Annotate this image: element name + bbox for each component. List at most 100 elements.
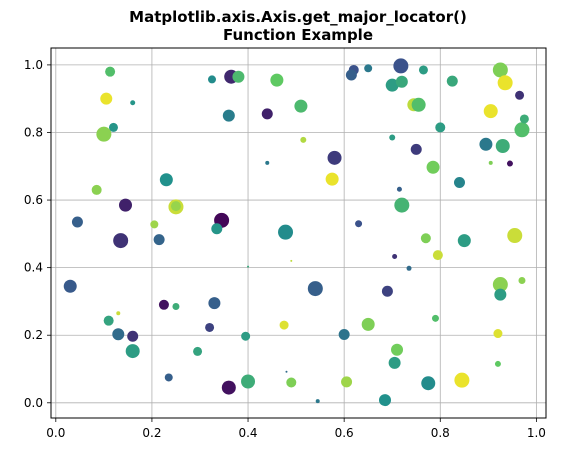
scatter-point [364, 64, 373, 73]
scatter-point [193, 346, 203, 356]
scatter-point [393, 58, 409, 74]
scatter-point [514, 122, 530, 138]
scatter-point [130, 100, 136, 106]
scatter-point [385, 78, 399, 92]
scatter-point [421, 376, 436, 391]
scatter-point [232, 70, 245, 83]
scatter-point [294, 99, 308, 113]
scatter-point [388, 356, 401, 369]
scatter-point [495, 138, 510, 153]
x-tick-label: 0.8 [431, 426, 450, 440]
scatter-point [172, 302, 180, 310]
scatter-point [300, 136, 307, 143]
scatter-point [290, 259, 293, 262]
chart-title-line-2: Function Example [223, 26, 373, 44]
scatter-point [221, 380, 236, 395]
data-points [63, 58, 530, 407]
scatter-point [494, 288, 507, 301]
scatter-point [307, 281, 323, 297]
scatter-point [153, 234, 165, 246]
scatter-point [361, 317, 375, 331]
scatter-point [103, 315, 114, 326]
scatter-point [100, 92, 113, 105]
scatter-point [435, 122, 446, 133]
scatter-point [327, 150, 342, 165]
scatter-point [479, 137, 493, 151]
scatter-point [118, 198, 132, 212]
scatter-point [285, 370, 288, 373]
scatter-point [112, 328, 125, 341]
scatter-point [418, 65, 428, 75]
plot-area-frame [50, 47, 547, 419]
y-tick-label: 0.8 [24, 125, 43, 139]
scatter-point [457, 234, 471, 248]
scatter-point [96, 126, 112, 142]
scatter-point [338, 329, 350, 341]
scatter-point [420, 233, 431, 244]
scatter-point [270, 73, 284, 87]
scatter-point [286, 377, 297, 388]
scatter-point [381, 285, 393, 297]
scatter-point [389, 134, 396, 141]
scatter-point [492, 277, 508, 293]
scatter-point [91, 184, 102, 195]
scatter-point [158, 299, 169, 310]
scatter-point [507, 228, 523, 244]
scatter-point [341, 376, 353, 388]
scatter-point [325, 172, 339, 186]
y-tick-label: 0.6 [24, 193, 43, 207]
y-tick-label: 0.4 [24, 261, 43, 275]
scatter-point [108, 122, 118, 132]
x-tick-label: 0.4 [238, 426, 257, 440]
scatter-point [426, 160, 440, 174]
scatter-point [446, 75, 458, 87]
scatter-point [211, 223, 223, 235]
scatter-point [379, 394, 392, 407]
y-tick-label: 0.2 [24, 328, 43, 342]
scatter-point [453, 176, 465, 188]
y-tick-label: 0.0 [24, 396, 43, 410]
scatter-point [518, 276, 526, 284]
scatter-point [488, 160, 493, 165]
scatter-point [494, 360, 501, 367]
scatter-point [483, 104, 498, 119]
scatter-point [159, 173, 173, 187]
scatter-point [247, 265, 250, 268]
scatter-point [392, 253, 398, 259]
scatter-point [431, 314, 439, 322]
scatter-point [125, 344, 140, 359]
scatter-point [492, 62, 508, 78]
scatter-point [127, 330, 139, 342]
scatter-point [454, 372, 470, 388]
scatter-point [410, 143, 422, 155]
x-tick-label: 0.2 [142, 426, 161, 440]
x-tick-label: 0.0 [46, 426, 65, 440]
scatter-point [261, 108, 273, 120]
scatter-point [150, 220, 159, 229]
scatter-point [241, 331, 251, 341]
scatter-point [170, 201, 181, 212]
axis-ticks: 0.0 0.2 0.4 0.6 0.8 1.0 0.0 0.2 0.4 0.6 0.8 1.0 [24, 58, 546, 440]
scatter-point [205, 322, 215, 332]
scatter-point [411, 97, 426, 112]
scatter-point [279, 320, 289, 330]
x-tick-label: 0.6 [335, 426, 354, 440]
scatter-point [432, 250, 443, 261]
scatter-point [164, 373, 173, 382]
y-tick-label: 1.0 [24, 58, 43, 72]
chart-title-line-1: Matplotlib.axis.Axis.get_major_locator() [129, 8, 467, 26]
scatter-point [278, 224, 294, 240]
scatter-point [519, 114, 529, 124]
scatter-point [113, 233, 129, 249]
scatter-point [222, 109, 235, 122]
scatter-point [345, 69, 357, 81]
scatter-point [63, 279, 77, 293]
x-tick-label: 1.0 [527, 426, 546, 440]
scatter-point [497, 75, 513, 91]
scatter-point [391, 343, 404, 356]
scatter-point [406, 265, 412, 271]
scatter-point [71, 216, 83, 228]
scatter-point [116, 311, 121, 316]
scatter-point [265, 160, 270, 165]
